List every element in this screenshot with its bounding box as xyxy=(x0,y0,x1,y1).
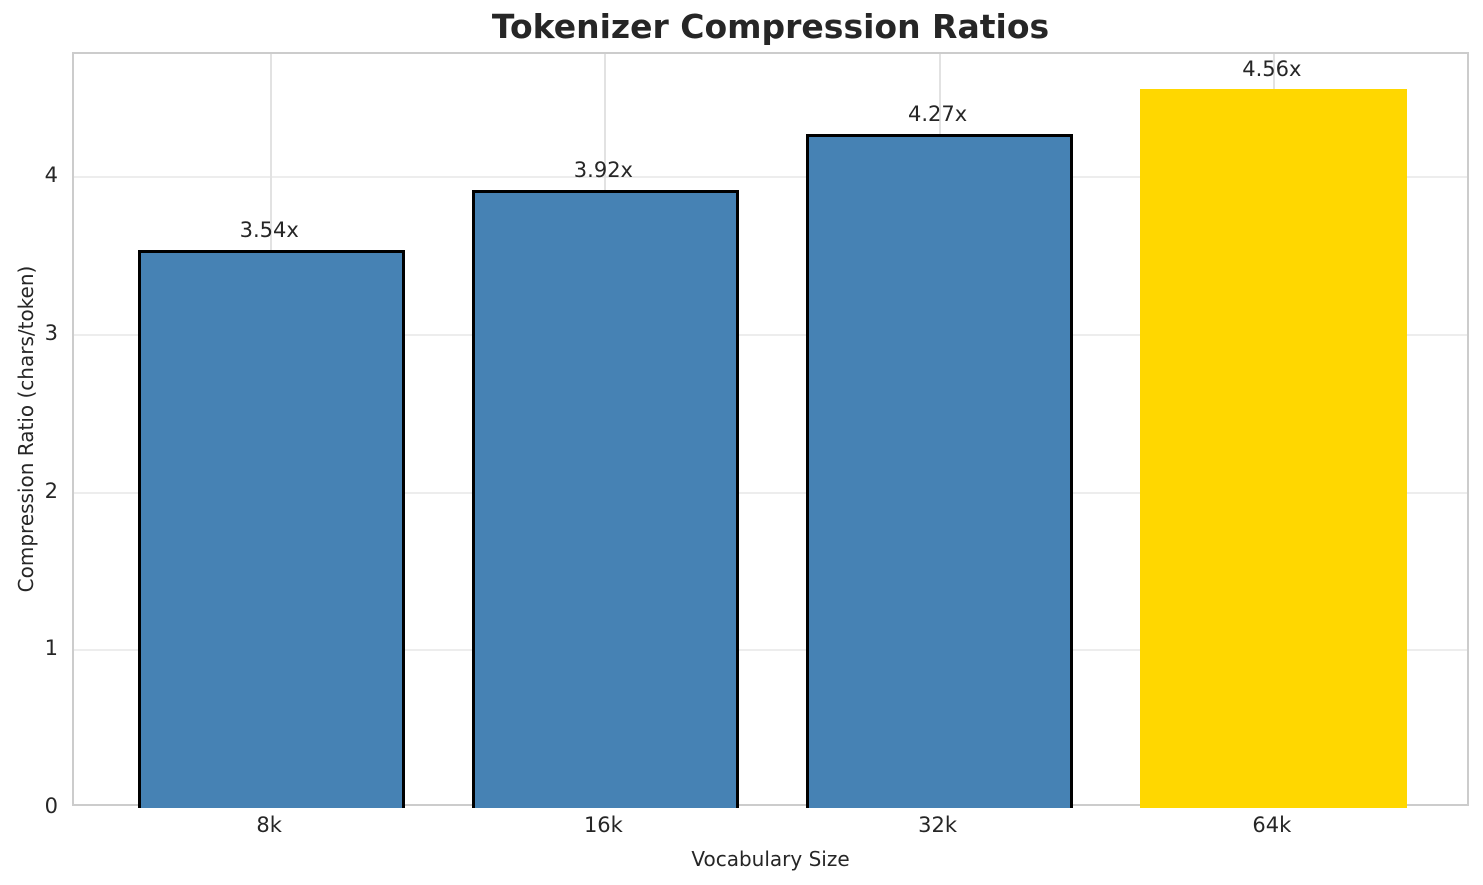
bar-value-label-32k: 4.27x xyxy=(908,102,968,127)
ytick-label-4: 4 xyxy=(44,163,58,188)
ytick-label-3: 3 xyxy=(44,320,58,345)
xtick-label-32k: 32k xyxy=(918,813,958,837)
gridline-y-4 xyxy=(74,176,1467,179)
chart-title: Tokenizer Compression Ratios xyxy=(491,7,1050,46)
plot-area xyxy=(72,52,1469,808)
bar-value-label-8k: 3.54x xyxy=(239,217,299,242)
gridline-y-1 xyxy=(74,649,1467,652)
ytick-label-1: 1 xyxy=(44,636,58,661)
gridline-y-2 xyxy=(74,491,1467,494)
y-axis-label-text: Compression Ratio (chars/token) xyxy=(14,265,38,593)
bar-32k xyxy=(805,134,1074,808)
bar-64k xyxy=(1140,88,1408,808)
bar-value-label-16k: 3.92x xyxy=(573,157,633,182)
xtick-label-64k: 64k xyxy=(1252,813,1292,837)
ytick-label-2: 2 xyxy=(44,478,58,503)
ytick-label-0: 0 xyxy=(44,794,58,818)
xtick-label-8k: 8k xyxy=(256,813,282,837)
bar-8k xyxy=(137,249,405,808)
gridline-y-3 xyxy=(74,333,1467,336)
bar-16k xyxy=(471,189,740,808)
bar-value-label-64k: 4.56x xyxy=(1242,56,1302,81)
x-axis-label: Vocabulary Size xyxy=(691,847,850,871)
xtick-label-16k: 16k xyxy=(583,813,623,837)
